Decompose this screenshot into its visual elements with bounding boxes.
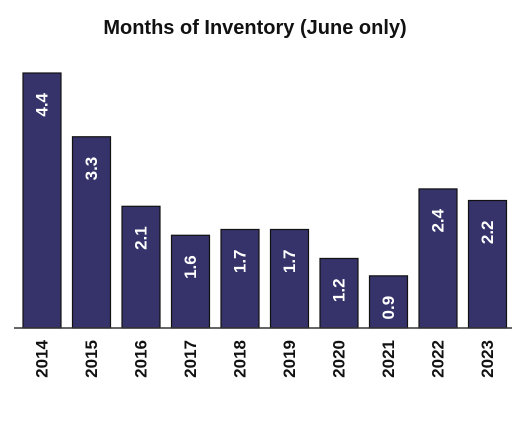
x-tick-2014: 2014 <box>33 339 52 377</box>
bar-2023 <box>467 199 508 329</box>
data-label-2022: 2.4 <box>429 208 448 232</box>
bars-group: 4.4 3.3 2.1 1.6 1.7 1.7 1.2 0.9 2.4 2.2 <box>22 72 508 329</box>
data-label-2021: 0.9 <box>379 296 398 320</box>
x-tick-2021: 2021 <box>379 340 398 378</box>
data-label-2023: 2.2 <box>478 221 497 245</box>
data-label-2020: 1.2 <box>330 278 349 302</box>
bar-2015 <box>71 136 112 329</box>
x-tick-2018: 2018 <box>231 340 250 378</box>
bar-2018 <box>220 228 260 329</box>
data-label-2015: 3.3 <box>82 157 101 181</box>
x-tick-2022: 2022 <box>429 340 448 378</box>
x-tick-2017: 2017 <box>181 340 200 378</box>
x-tick-2015: 2015 <box>82 340 101 378</box>
bar-2016 <box>121 205 161 329</box>
x-tick-2016: 2016 <box>132 340 151 378</box>
data-label-2016: 2.1 <box>132 226 151 250</box>
x-tick-2020: 2020 <box>330 340 349 378</box>
data-label-2019: 1.7 <box>280 249 299 273</box>
x-tick-2019: 2019 <box>280 340 299 378</box>
bar-2021 <box>368 275 409 329</box>
x-tick-labels: 2014 2015 2016 2017 2018 2019 2020 2021 2022 2023 <box>33 339 498 377</box>
x-tick-2023: 2023 <box>478 340 497 378</box>
data-label-2018: 1.7 <box>231 249 250 273</box>
data-label-2017: 1.6 <box>181 255 200 279</box>
bar-2014 <box>22 72 62 329</box>
data-label-2014: 4.4 <box>33 92 52 116</box>
bar-2019 <box>269 228 310 329</box>
chart-title: Months of Inventory (June only) <box>103 17 406 39</box>
bar-2017 <box>170 234 211 329</box>
